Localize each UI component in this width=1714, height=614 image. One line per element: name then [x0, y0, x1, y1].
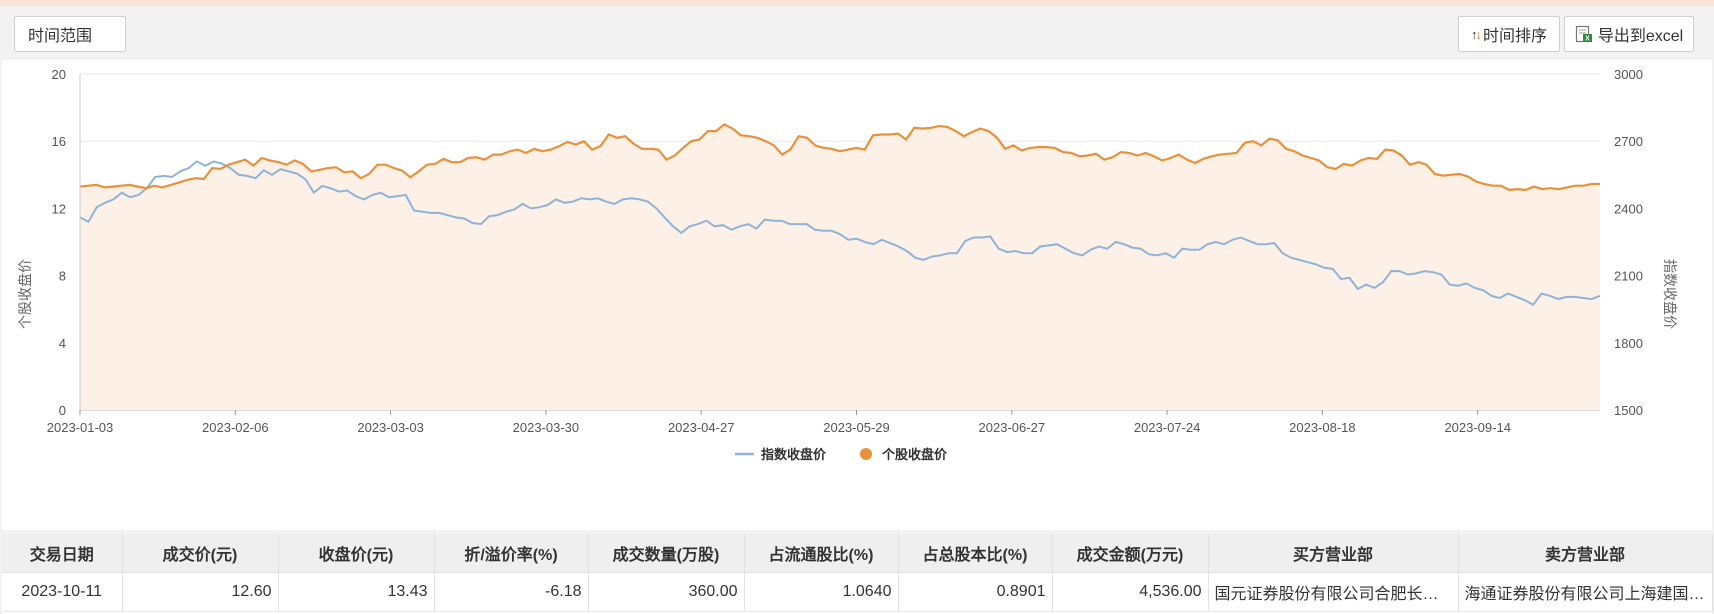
- y-right-tick-label: 2400: [1614, 201, 1643, 216]
- col-header-volume[interactable]: 成交数量(万股): [588, 534, 745, 573]
- x-tick-label: 2023-02-06: [202, 420, 269, 435]
- chart-panel: 0 4 8 12 16 20 1500 1800 2100 2400 2700 3000 2023-01…: [2, 60, 1712, 530]
- col-header-total-ratio[interactable]: 占总股本比(%): [898, 534, 1053, 573]
- x-tick-label: 2023-09-14: [1444, 420, 1511, 435]
- x-tick-label: 2023-06-27: [979, 420, 1046, 435]
- legend-swatch-stock[interactable]: [860, 448, 872, 460]
- cell-total-ratio: 0.8901: [898, 572, 1053, 612]
- cell-seller: 海通证券股份有限公司上海建国西路证券营业部: [1458, 572, 1713, 612]
- x-tick-label: 2023-03-03: [357, 420, 424, 435]
- stock-price-area: [80, 124, 1600, 411]
- sort-arrows-icon: ↑↓: [1470, 26, 1482, 42]
- block-trade-table: 交易日期 成交价(元) 收盘价(元) 折/溢价率(%) 成交数量(万股) 占流通…: [2, 534, 1713, 614]
- y-left-tick-label: 20: [52, 67, 66, 82]
- cell-buyer: 国元证券股份有限公司合肥长江西路证券营业部: [1208, 572, 1459, 612]
- time-range-button[interactable]: 时间范围: [14, 16, 126, 52]
- x-tick-label: 2023-07-24: [1134, 420, 1201, 435]
- y-left-tick-label: 8: [59, 269, 66, 284]
- top-accent-line: [0, 0, 1714, 6]
- col-header-seller[interactable]: 卖方营业部: [1458, 534, 1713, 573]
- y-axis-left-label: 个股收盘价: [17, 259, 33, 329]
- cell-float-ratio: 1.0640: [744, 572, 899, 612]
- cell-premium-rate: -6.18: [434, 572, 589, 612]
- table-row[interactable]: 2023-10-11 12.60 13.43 -6.18 360.00 1.06…: [2, 572, 1713, 612]
- col-header-trade-date[interactable]: 交易日期: [2, 534, 123, 573]
- legend-label-index[interactable]: 指数收盘价: [761, 447, 827, 462]
- table-header-row: 交易日期 成交价(元) 收盘价(元) 折/溢价率(%) 成交数量(万股) 占流通…: [2, 534, 1713, 573]
- x-tick-label: 2023-08-18: [1289, 420, 1356, 435]
- y-right-tick-label: 2700: [1614, 134, 1643, 149]
- cell-volume: 360.00: [588, 572, 745, 612]
- chart-legend: 指数收盘价 个股收盘价: [735, 447, 948, 462]
- legend-label-stock[interactable]: 个股收盘价: [881, 447, 948, 462]
- x-tick-label: 2023-04-27: [668, 420, 735, 435]
- series-line-index: [79, 160, 1601, 306]
- y-left-tick-label: 12: [52, 201, 66, 216]
- series-line-stock: [79, 123, 1600, 192]
- price-chart: 0 4 8 12 16 20 1500 1800 2100 2400 2700 3000 2023-01…: [17, 67, 1678, 462]
- y-left-tick-label: 0: [59, 403, 66, 418]
- y-right-tick-label: 1500: [1614, 403, 1643, 418]
- col-header-amount[interactable]: 成交金额(万元): [1052, 534, 1209, 573]
- col-header-buyer[interactable]: 买方营业部: [1208, 534, 1459, 573]
- cell-close-price: 13.43: [278, 572, 435, 612]
- time-sort-button[interactable]: ↑↓ 时间排序: [1458, 16, 1560, 52]
- excel-file-icon: X: [1575, 25, 1593, 43]
- y-right-tick-label: 3000: [1614, 67, 1643, 82]
- col-header-float-ratio[interactable]: 占流通股比(%): [744, 534, 899, 573]
- y-right-tick-label: 2100: [1614, 269, 1643, 284]
- export-excel-label: 导出到excel: [1597, 28, 1684, 45]
- y-left-tick-label: 4: [59, 336, 66, 351]
- export-excel-button[interactable]: X 导出到excel: [1564, 16, 1694, 52]
- x-tick-label: 2023-03-30: [513, 420, 580, 435]
- col-header-deal-price[interactable]: 成交价(元): [122, 534, 279, 573]
- y-axis-right-label: 指数收盘价: [1662, 259, 1678, 329]
- cell-amount: 4,536.00: [1052, 572, 1209, 612]
- svg-text:X: X: [1585, 36, 1590, 43]
- cell-trade-date: 2023-10-11: [2, 572, 123, 612]
- col-header-premium-rate[interactable]: 折/溢价率(%): [434, 534, 589, 573]
- y-left-tick-label: 16: [52, 134, 66, 149]
- toolbar: 时间范围 ↑↓ 时间排序 X 导出到excel: [0, 8, 1714, 56]
- x-tick-label: 2023-05-29: [823, 420, 890, 435]
- y-right-tick-label: 1800: [1614, 336, 1643, 351]
- x-tick-label: 2023-01-03: [47, 420, 114, 435]
- cell-deal-price: 12.60: [122, 572, 279, 612]
- col-header-close-price[interactable]: 收盘价(元): [278, 534, 435, 573]
- time-sort-label: 时间排序: [1482, 28, 1547, 45]
- time-range-label: 时间范围: [28, 28, 93, 45]
- chart-axes: 0 4 8 12 16 20 1500 1800 2100 2400 2700 3000 2023-01…: [47, 67, 1643, 435]
